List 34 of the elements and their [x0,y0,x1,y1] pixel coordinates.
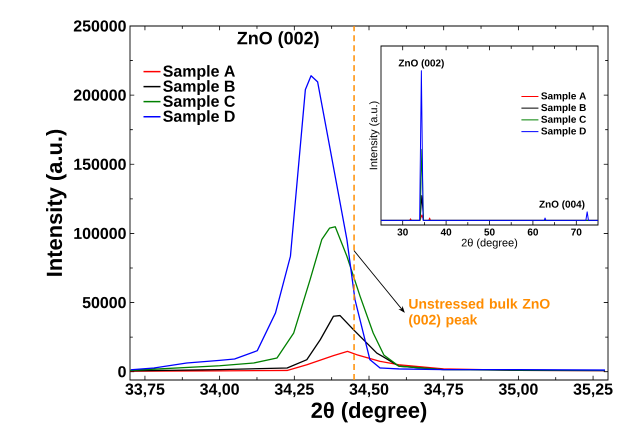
x-axis-title: 2θ (degree) [311,402,426,422]
y-tick-label: 50000 [82,296,126,308]
annotation: ZnO (002) [237,31,319,48]
legend-label: Sample A [163,65,235,80]
x-tick-label: 34,00 [200,384,239,398]
legend-label: Sample D [163,110,235,126]
x-tick-label: 40 [440,228,452,236]
y-tick-label: 200000 [74,90,126,101]
x-axis-title: 2θ (degree) [462,238,518,249]
y-axis-title: Intensity (a.u.) [369,101,380,170]
x-tick-label: 35,00 [498,384,538,398]
annotation: ZnO (002) [398,59,444,68]
x-tick-label: 30 [397,228,408,236]
x-tick-label: 50 [484,228,495,236]
ref-line-label: Unstressed bulk ZnO (002) peak [409,298,550,328]
x-tick-label: 60 [528,228,538,236]
legend-label: Sample B [541,104,586,114]
x-tick-label: 33,75 [125,384,164,398]
x-tick-label: 34,50 [349,384,388,398]
annotation: ZnO (004) [539,200,584,210]
legend-label: Sample A [541,92,586,102]
legend-label: Sample D [541,127,586,136]
y-tick-label: 100000 [74,228,126,240]
y-axis-title: Intensity (a.u.) [46,130,66,276]
y-tick-label: 0 [118,366,126,378]
legend-label: Sample C [541,116,586,125]
x-tick-label: 34,25 [274,384,314,398]
x-tick-label: 35,25 [573,384,613,398]
x-tick-label: 34,75 [424,384,464,398]
legend-label: Sample B [163,80,235,95]
legend-label: Sample C [163,95,235,110]
y-tick-label: 150000 [74,158,126,170]
y-tick-label: 250000 [74,20,126,32]
x-tick-label: 70 [571,228,582,236]
